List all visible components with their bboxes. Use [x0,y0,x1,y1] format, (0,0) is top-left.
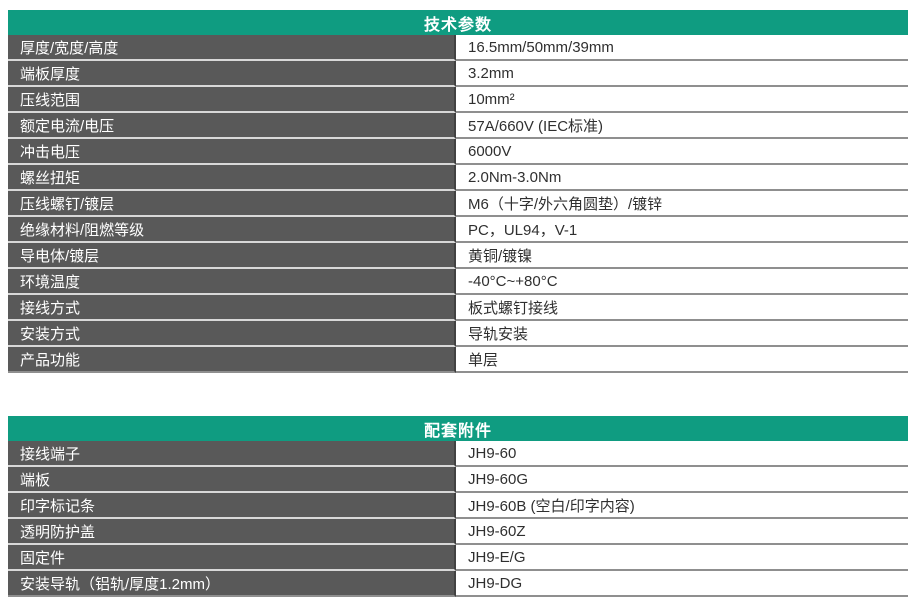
table-row: 压线范围 10mm² [8,87,908,113]
spec-value-cell: 2.0Nm-3.0Nm [456,165,908,191]
spec-value-cell: JH9-60Z [456,519,908,545]
spec-label-cell: 印字标记条 [8,493,456,519]
spec-label-cell: 安装导轨（铝轨/厚度1.2mm） [8,571,456,597]
table-row: 安装方式 导轨安装 [8,321,908,347]
accessories-table: 配套附件 接线端子 JH9-60 端板 JH9-60G 印字标记条 JH9-60… [8,416,908,597]
table-row: 接线方式 板式螺钉接线 [8,295,908,321]
table-row: 印字标记条 JH9-60B (空白/印字内容) [8,493,908,519]
spec-label-cell: 接线方式 [8,295,456,321]
table-row: 产品功能 单层 [8,347,908,373]
table-row: 压线螺钉/镀层 M6（十字/外六角圆垫）/镀锌 [8,191,908,217]
table-row: 导电体/镀层 黄铜/镀镍 [8,243,908,269]
table-row: 冲击电压 6000V [8,139,908,165]
spec-value-cell: PC，UL94，V-1 [456,217,908,243]
technical-parameters-title: 技术参数 [8,10,908,35]
table-row: 螺丝扭矩 2.0Nm-3.0Nm [8,165,908,191]
technical-parameters-table: 技术参数 厚度/宽度/高度 16.5mm/50mm/39mm 端板厚度 3.2m… [8,10,908,373]
spec-label-cell: 厚度/宽度/高度 [8,35,456,61]
table-row: 接线端子 JH9-60 [8,441,908,467]
spec-value-cell: 黄铜/镀镍 [456,243,908,269]
spec-value-cell: 10mm² [456,87,908,113]
spec-label-cell: 固定件 [8,545,456,571]
spec-value-cell: -40°C~+80°C [456,269,908,295]
spec-label-cell: 螺丝扭矩 [8,165,456,191]
spec-value-cell: JH9-E/G [456,545,908,571]
accessories-title: 配套附件 [8,416,908,441]
spec-value-cell: 6000V [456,139,908,165]
spec-label-cell: 导电体/镀层 [8,243,456,269]
spec-value-cell: 16.5mm/50mm/39mm [456,35,908,61]
spec-value-cell: JH9-60 [456,441,908,467]
spec-value-cell: 单层 [456,347,908,373]
spec-label-cell: 绝缘材料/阻燃等级 [8,217,456,243]
spec-label-cell: 额定电流/电压 [8,113,456,139]
spec-label-cell: 冲击电压 [8,139,456,165]
spec-value-cell: 3.2mm [456,61,908,87]
spec-label-cell: 环境温度 [8,269,456,295]
spec-value-cell: 板式螺钉接线 [456,295,908,321]
spec-label-cell: 端板 [8,467,456,493]
spec-label-cell: 压线范围 [8,87,456,113]
table-row: 厚度/宽度/高度 16.5mm/50mm/39mm [8,35,908,61]
spec-value-cell: 导轨安装 [456,321,908,347]
accessories-rows: 接线端子 JH9-60 端板 JH9-60G 印字标记条 JH9-60B (空白… [8,441,908,597]
table-row: 端板 JH9-60G [8,467,908,493]
table-row: 透明防护盖 JH9-60Z [8,519,908,545]
spec-label-cell: 端板厚度 [8,61,456,87]
technical-parameters-rows: 厚度/宽度/高度 16.5mm/50mm/39mm 端板厚度 3.2mm 压线范… [8,35,908,373]
spec-value-cell: JH9-60G [456,467,908,493]
table-row: 安装导轨（铝轨/厚度1.2mm） JH9-DG [8,571,908,597]
table-row: 绝缘材料/阻燃等级 PC，UL94，V-1 [8,217,908,243]
spec-label-cell: 透明防护盖 [8,519,456,545]
spec-label-cell: 接线端子 [8,441,456,467]
spec-label-cell: 安装方式 [8,321,456,347]
spec-value-cell: JH9-60B (空白/印字内容) [456,493,908,519]
spec-label-cell: 压线螺钉/镀层 [8,191,456,217]
spec-value-cell: 57A/660V (IEC标准) [456,113,908,139]
table-row: 环境温度 -40°C~+80°C [8,269,908,295]
table-row: 额定电流/电压 57A/660V (IEC标准) [8,113,908,139]
table-row: 固定件 JH9-E/G [8,545,908,571]
spec-value-cell: JH9-DG [456,571,908,597]
table-row: 端板厚度 3.2mm [8,61,908,87]
spec-label-cell: 产品功能 [8,347,456,373]
spec-value-cell: M6（十字/外六角圆垫）/镀锌 [456,191,908,217]
